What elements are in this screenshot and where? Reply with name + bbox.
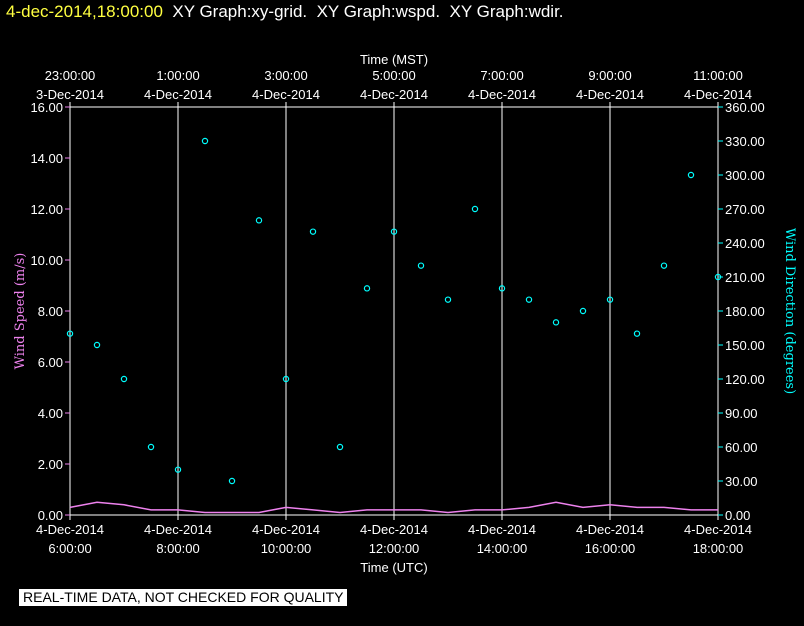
y-left-tick-label: 4.00: [38, 406, 63, 421]
bottom-axis-title: Time (UTC): [360, 560, 427, 575]
x-tick-label-date: 4-Dec-2014: [360, 522, 428, 537]
data-point-wdir: [228, 477, 236, 485]
data-point-wdir: [606, 296, 614, 303]
y-left-axis-title: Wind Speed (m/s): [13, 253, 28, 370]
x-tick-label-date: 4-Dec-2014: [468, 522, 536, 537]
y-left-tick-label: 16.00: [30, 100, 63, 115]
x-tick-label-time: 8:00:00: [156, 541, 199, 556]
top-axis-title: Time (MST): [360, 52, 428, 67]
x-tick-label-date: 4-Dec-2014: [576, 522, 644, 537]
top-tick-label-time: 23:00:00: [45, 68, 96, 83]
top-tick-label-date: 4-Dec-2014: [144, 87, 212, 102]
top-tick-label-time: 3:00:00: [264, 68, 307, 83]
top-tick-label-time: 9:00:00: [588, 68, 631, 83]
y-right-tick-label: 120.00: [725, 372, 765, 387]
y-left-tick-label: 14.00: [30, 151, 63, 166]
data-point-wdir: [633, 330, 641, 337]
y-right-tick-label: 180.00: [725, 304, 765, 319]
y-right-tick-label: 300.00: [725, 168, 765, 183]
x-tick-label-time: 14:00:00: [477, 541, 528, 556]
y-right-tick-label: 330.00: [725, 134, 765, 149]
data-point-wdir: [552, 319, 560, 326]
data-point-wdir: [336, 443, 344, 451]
data-point-wdir: [93, 341, 101, 349]
x-tick-label-time: 18:00:00: [693, 541, 744, 556]
timestamp: 4-dec-2014,18:00:00: [6, 2, 163, 21]
x-tick-label-date: 4-Dec-2014: [252, 522, 320, 537]
y-right-tick-label: 360.00: [725, 100, 765, 115]
data-point-wdir: [66, 330, 74, 337]
top-tick-label-date: 4-Dec-2014: [576, 87, 644, 102]
data-point-wdir: [525, 296, 533, 303]
data-point-wdir: [417, 262, 425, 269]
top-tick-label-time: 5:00:00: [372, 68, 415, 83]
data-point-wdir: [579, 307, 587, 315]
data-point-wdir: [471, 205, 479, 213]
x-tick-label-time: 6:00:00: [48, 541, 91, 556]
data-point-wdir: [498, 285, 506, 292]
data-point-wdir: [120, 375, 128, 383]
data-point-wdir: [309, 228, 317, 235]
data-point-wdir: [714, 273, 722, 281]
y-left-tick-label: 2.00: [38, 457, 63, 472]
x-tick-label-time: 16:00:00: [585, 541, 636, 556]
quality-notice: REAL-TIME DATA, NOT CHECKED FOR QUALITY: [19, 589, 348, 606]
data-point-wdir: [390, 228, 398, 235]
data-point-wdir: [363, 285, 371, 292]
top-tick-label-time: 7:00:00: [480, 68, 523, 83]
top-tick-label-date: 4-Dec-2014: [684, 87, 752, 102]
chart-header: 4-dec-2014,18:00:00 XY Graph:xy-grid. XY…: [6, 2, 564, 22]
graph-titles: XY Graph:xy-grid. XY Graph:wspd. XY Grap…: [162, 2, 564, 21]
y-left-tick-label: 6.00: [38, 355, 63, 370]
y-right-tick-label: 210.00: [725, 270, 765, 285]
top-tick-label-date: 4-Dec-2014: [360, 87, 428, 102]
x-tick-label-date: 4-Dec-2014: [36, 522, 104, 537]
data-point-wdir: [444, 296, 452, 303]
y-right-tick-label: 30.00: [725, 474, 758, 489]
top-tick-label-time: 1:00:00: [156, 68, 199, 83]
x-tick-label-time: 12:00:00: [369, 541, 420, 556]
y-left-tick-label: 8.00: [38, 304, 63, 319]
data-point-wdir: [174, 466, 182, 473]
top-tick-label-date: 3-Dec-2014: [36, 87, 104, 102]
x-tick-label-time: 10:00:00: [261, 541, 312, 556]
y-left-tick-label: 12.00: [30, 202, 63, 217]
top-tick-label-date: 4-Dec-2014: [252, 87, 320, 102]
y-right-tick-label: 60.00: [725, 440, 758, 455]
data-point-wdir: [255, 217, 263, 224]
y-right-tick-label: 150.00: [725, 338, 765, 353]
y-right-tick-label: 270.00: [725, 202, 765, 217]
data-point-wdir: [282, 375, 290, 383]
y-right-tick-label: 0.00: [725, 508, 750, 523]
y-left-tick-label: 10.00: [30, 253, 63, 268]
x-tick-label-date: 4-Dec-2014: [144, 522, 212, 537]
y-left-tick-label: 0.00: [38, 508, 63, 523]
top-tick-label-date: 4-Dec-2014: [468, 87, 536, 102]
y-right-tick-label: 90.00: [725, 406, 758, 421]
y-right-axis-title: Wind Direction (degrees): [782, 228, 797, 394]
series-line-wspd: [69, 501, 718, 514]
x-tick-label-date: 4-Dec-2014: [684, 522, 752, 537]
y-right-tick-label: 240.00: [725, 236, 765, 251]
data-point-wdir: [201, 137, 209, 145]
top-tick-label-time: 11:00:00: [693, 68, 743, 83]
data-point-wdir: [660, 262, 668, 269]
data-point-wdir: [687, 171, 695, 179]
data-point-wdir: [147, 443, 155, 451]
